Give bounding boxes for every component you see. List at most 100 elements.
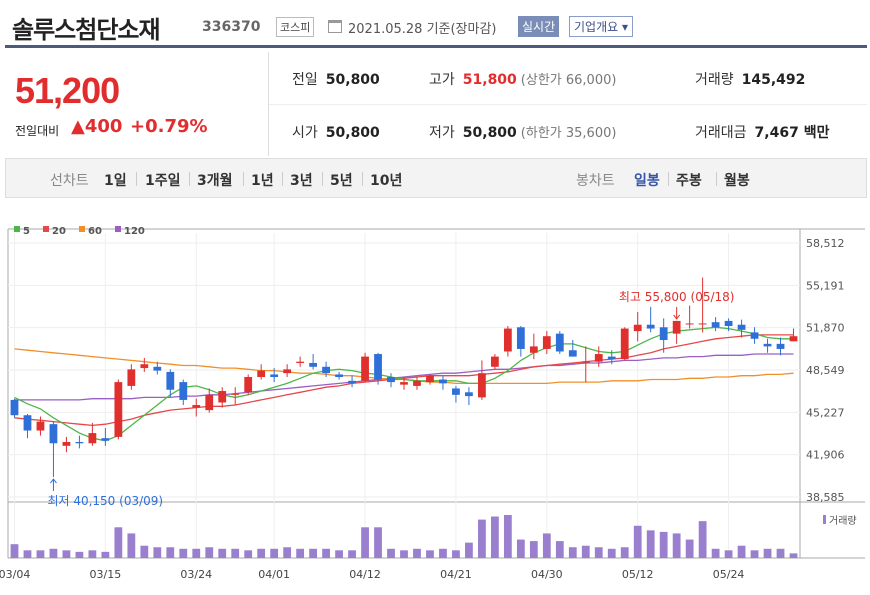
period-3m[interactable]: 3개월 <box>197 173 233 189</box>
candle-body <box>724 320 733 327</box>
candle-body <box>737 324 746 330</box>
candle-body <box>218 391 227 403</box>
volume-bar <box>659 531 668 558</box>
volume-bar <box>685 539 694 558</box>
volume-bar <box>633 525 642 558</box>
stat-amount: 거래대금 7,467 백만 <box>695 122 829 142</box>
volume-bar <box>49 548 58 558</box>
y-tick-label-3: 48,549 <box>806 364 845 377</box>
panel-divider <box>268 52 269 156</box>
volume-bar <box>166 547 175 558</box>
candle-body <box>244 376 253 393</box>
candle-body <box>776 343 785 349</box>
legend-label-2: 60 <box>88 226 102 237</box>
candle-body <box>361 356 369 381</box>
volume-bar <box>439 548 447 558</box>
period-1d[interactable]: 1일 <box>104 173 127 189</box>
volume-legend-swatch <box>823 515 826 524</box>
volume-bar <box>179 548 188 558</box>
realtime-button[interactable]: 실시간 <box>518 16 560 37</box>
candle-body <box>322 366 330 374</box>
volume-bar <box>763 548 772 558</box>
candle-body <box>633 324 642 332</box>
company-overview-label: 기업개요 <box>574 20 619 34</box>
min-annotation: 최저 40,150 (03/09) <box>47 494 163 508</box>
y-tick-label-5: 41,906 <box>806 449 845 462</box>
toolbar-separator <box>243 172 244 186</box>
volume-bar <box>490 516 499 558</box>
volume-bar <box>542 533 551 558</box>
volume-bar <box>23 550 32 558</box>
chevron-down-icon: ▾ <box>622 20 629 34</box>
stat-prev-label: 전일 <box>292 72 318 88</box>
y-tick-label-2: 51,870 <box>806 322 845 335</box>
volume-bar <box>594 547 603 558</box>
candle-body <box>763 343 772 347</box>
period-1w[interactable]: 1주일 <box>145 173 181 189</box>
candle-body <box>516 327 525 349</box>
candle-body <box>140 364 149 369</box>
candle-body <box>166 371 175 390</box>
volume-bar <box>555 541 564 558</box>
volume-bar <box>374 527 382 558</box>
candle-body <box>698 323 707 325</box>
candle-daily[interactable]: 일봉 <box>634 173 660 189</box>
candle-weekly[interactable]: 주봉 <box>676 173 702 189</box>
x-tick-label-5: 04/21 <box>440 568 472 581</box>
volume-bar <box>322 548 330 558</box>
candle-body <box>374 354 382 380</box>
candle-body <box>179 382 188 400</box>
volume-bar <box>335 550 343 558</box>
stat-amount-value: 7,467 백만 <box>754 125 830 141</box>
legend-swatch-2 <box>79 226 85 232</box>
volume-bar <box>205 547 214 558</box>
max-annotation: 최고 55,800 (05/18) <box>619 290 735 304</box>
stat-prev-value: 50,800 <box>325 72 380 88</box>
candle-body <box>646 324 655 329</box>
candle-body <box>711 322 720 328</box>
volume-bar <box>646 530 655 558</box>
volume-bar <box>478 519 486 558</box>
period-5y[interactable]: 5년 <box>330 173 353 189</box>
candle-body <box>75 441 84 444</box>
stat-open-label: 시가 <box>292 125 318 141</box>
candle-body <box>270 374 279 377</box>
toolbar-separator <box>282 172 283 186</box>
candle-body <box>607 356 616 360</box>
candle-body <box>789 336 798 342</box>
volume-bar <box>153 547 162 558</box>
candle-body <box>620 328 629 360</box>
volume-bar <box>218 548 227 558</box>
stat-open: 시가 50,800 <box>292 122 380 142</box>
volume-bar <box>607 548 616 558</box>
volume-bar <box>270 548 279 558</box>
volume-bar <box>244 550 253 558</box>
company-overview-dropdown[interactable]: 기업개요 ▾ <box>569 16 634 37</box>
y-tick-label-0: 58,512 <box>806 237 845 250</box>
candle-body <box>348 380 356 384</box>
volume-bar <box>62 550 71 558</box>
candle-monthly[interactable]: 월봉 <box>724 173 750 189</box>
period-3y[interactable]: 3년 <box>290 173 313 189</box>
volume-bar <box>127 533 136 558</box>
toolbar-separator <box>362 172 363 186</box>
volume-bar <box>698 521 707 558</box>
candle-body <box>10 399 19 416</box>
volume-bar <box>75 551 84 558</box>
stat-low-value: 50,800 <box>462 125 517 141</box>
volume-bar <box>296 548 305 558</box>
stock-code: 336370 <box>202 19 261 35</box>
stat-low: 저가 50,800 (하한가 35,600) <box>429 122 616 142</box>
x-tick-label-0: 03/04 <box>0 568 30 581</box>
volume-bar <box>140 545 149 558</box>
x-tick-label-2: 03/24 <box>180 568 212 581</box>
legend-label-0: 5 <box>23 226 30 237</box>
legend-label-3: 120 <box>124 226 145 237</box>
chart-toolbar: 선차트 1일 1주일 3개월 1년 3년 5년 10년 봉차트 일봉 주봉 월봉 <box>5 158 867 198</box>
candle-body <box>542 336 551 349</box>
stat-volume-value: 145,492 <box>741 72 806 88</box>
toolbar-separator <box>668 172 669 186</box>
candle-body <box>672 320 681 334</box>
period-10y[interactable]: 10년 <box>370 173 403 189</box>
period-1y[interactable]: 1년 <box>251 173 274 189</box>
